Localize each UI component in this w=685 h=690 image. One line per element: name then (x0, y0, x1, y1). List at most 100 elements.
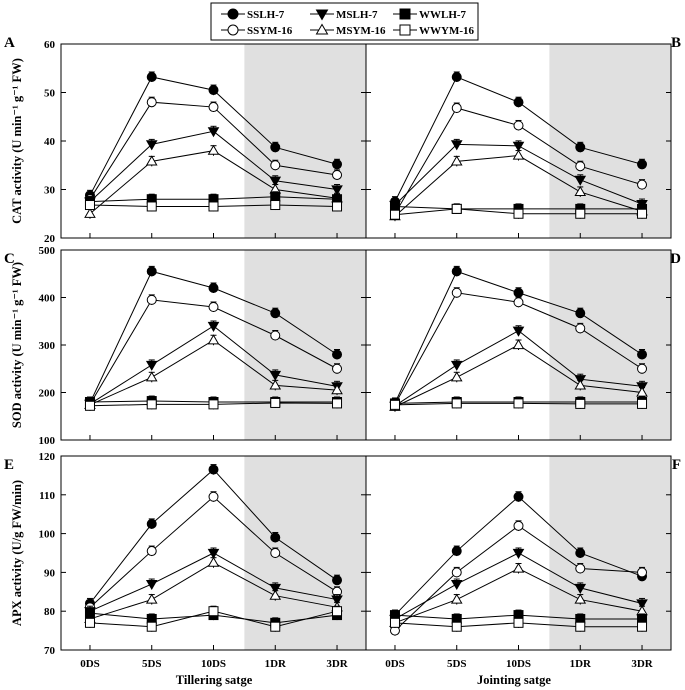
y-tick-label: 500 (39, 245, 56, 257)
data-point-wwym-16 (208, 399, 219, 410)
panel-letter-F: F (672, 457, 681, 473)
x-tick-label: 5DS (447, 658, 467, 670)
y-tick-label: 70 (44, 645, 56, 657)
data-point-wwym-16 (451, 621, 462, 632)
data-point-msym-16 (84, 207, 96, 218)
legend-marker-msym-16 (315, 23, 329, 35)
data-point-mslh-7 (331, 185, 343, 196)
data-point-mslh-7 (450, 360, 463, 371)
data-point-msym-16 (450, 155, 463, 166)
data-point-mslh-7 (269, 583, 282, 594)
data-point-ssym-16 (513, 520, 524, 531)
data-point-wwym-16 (146, 201, 157, 212)
data-point-sslh-7 (146, 71, 157, 82)
series-wwym-16 (84, 199, 343, 212)
data-point-ssym-16 (270, 548, 281, 558)
x-title-tillering: Tillering satge (176, 673, 253, 687)
x-tick-label: 3DR (326, 658, 348, 670)
data-point-ssym-16 (575, 323, 586, 334)
data-point-msym-16 (331, 384, 343, 395)
recovery-shade (244, 456, 366, 650)
recovery-shade (244, 250, 366, 440)
legend-marker-mslh-7 (315, 9, 329, 21)
data-point-wwym-16 (146, 621, 157, 632)
data-point-ssym-16 (146, 97, 157, 108)
data-point-ssym-16 (208, 102, 219, 113)
data-point-wwym-16 (637, 208, 648, 219)
data-point-ssym-16 (146, 294, 157, 305)
y-tick-label: 30 (44, 185, 56, 197)
data-point-msym-16 (512, 562, 525, 573)
panel-letter-E: E (4, 457, 14, 473)
x-tick-label: 3DR (631, 658, 653, 670)
data-point-ssym-16 (451, 103, 462, 114)
data-point-ssym-16 (637, 179, 648, 190)
legend-label-wwlh-7: WWLH-7 (419, 9, 467, 21)
data-point-sslh-7 (146, 266, 157, 277)
data-point-wwym-16 (332, 201, 343, 212)
series-ssym-16 (389, 520, 648, 636)
data-point-wwym-16 (575, 398, 586, 409)
data-point-sslh-7 (146, 518, 157, 529)
data-point-sslh-7 (270, 142, 281, 153)
series-ssym-16 (389, 287, 648, 410)
data-point-msym-16 (450, 593, 463, 604)
legend-label-mslh-7: MSLH-7 (336, 9, 378, 21)
data-point-ssym-16 (270, 330, 281, 341)
x-tick-label: 1DR (265, 658, 287, 670)
panel-E: 70 80 90 100 110 120 0DS 5DS 10DS 1DR 3DR E APX acti… (4, 451, 367, 670)
x-tick-label: 5DS (142, 658, 162, 670)
data-point-sslh-7 (208, 283, 219, 293)
legend-marker-wwlh-7 (399, 8, 411, 20)
data-point-ssym-16 (575, 161, 586, 172)
data-point-wwym-16 (637, 621, 648, 632)
data-point-ssym-16 (332, 169, 343, 180)
data-point-msym-16 (145, 593, 158, 604)
data-point-mslh-7 (207, 548, 220, 559)
data-point-sslh-7 (575, 308, 586, 319)
legend: SSLH-7 MSLH-7 WWLH-7 SSYM-16 MSYM-16 WWYM-16 (210, 2, 479, 41)
data-point-ssym-16 (208, 302, 219, 312)
data-point-mslh-7 (512, 326, 525, 337)
data-point-sslh-7 (637, 349, 648, 360)
data-point-mslh-7 (574, 583, 587, 594)
data-point-wwym-16 (332, 606, 343, 617)
x-tick-label: 10DS (506, 658, 531, 670)
data-point-wwym-16 (332, 398, 343, 409)
series-sslh-7 (389, 491, 648, 621)
data-point-wwym-16 (270, 621, 281, 632)
legend-label-wwym-16: WWYM-16 (419, 25, 474, 37)
legend-box (210, 2, 479, 41)
data-point-msym-16 (450, 371, 463, 382)
y-tick-label: 90 (44, 567, 56, 579)
data-point-wwym-16 (84, 200, 95, 211)
recovery-shade (549, 456, 671, 650)
data-point-sslh-7 (451, 546, 462, 557)
data-point-mslh-7 (145, 140, 158, 151)
data-point-sslh-7 (513, 97, 524, 108)
data-point-sslh-7 (637, 159, 648, 170)
y-tick-label: 200 (39, 388, 56, 400)
x-tick-label: 0DS (385, 658, 405, 670)
data-point-wwym-16 (513, 617, 524, 628)
data-point-wwym-16 (451, 203, 462, 214)
panel-letter-C: C (4, 251, 15, 267)
data-point-msym-16 (269, 379, 282, 390)
y-tick-label: 300 (39, 340, 56, 352)
data-point-wwym-16 (208, 606, 219, 617)
data-point-wwlh-7 (84, 608, 95, 619)
panel-D: D (365, 249, 681, 441)
data-point-msym-16 (207, 556, 220, 567)
data-point-ssym-16 (637, 363, 648, 374)
data-point-msym-16 (207, 144, 220, 155)
data-point-sslh-7 (208, 85, 219, 96)
data-point-wwym-16 (270, 397, 281, 408)
data-point-ssym-16 (208, 491, 219, 502)
data-point-wwym-16 (575, 208, 586, 219)
data-point-mslh-7 (450, 579, 463, 590)
data-point-wwym-16 (389, 209, 400, 220)
data-point-mslh-7 (269, 370, 282, 381)
data-point-mslh-7 (512, 141, 525, 152)
data-point-mslh-7 (207, 127, 220, 138)
